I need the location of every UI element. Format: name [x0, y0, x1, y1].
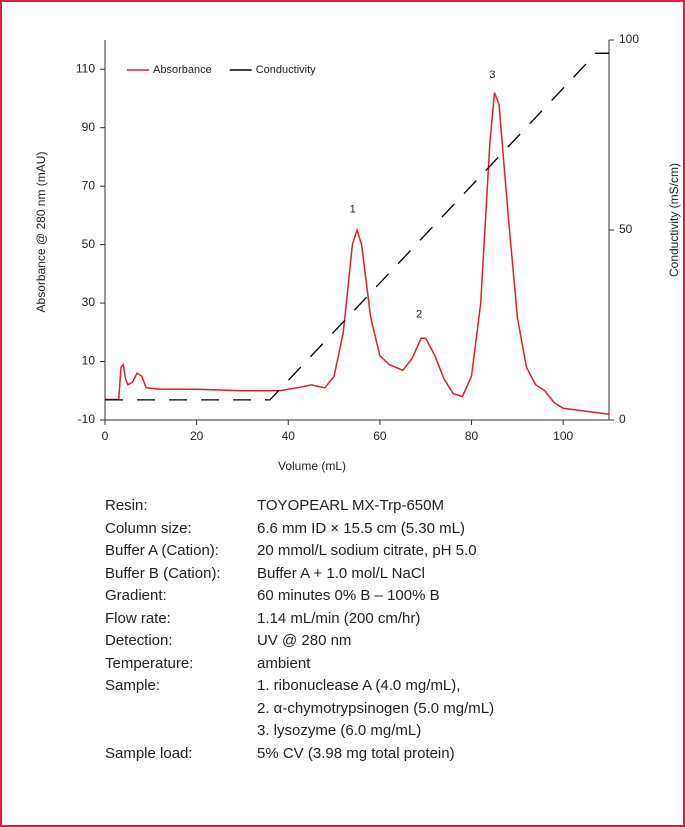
x-axis-label: Volume (mL) [278, 459, 346, 473]
condition-label: Flow rate: [105, 609, 171, 627]
condition-row: Column size: 6.6 mm ID × 15.5 cm (5.30 mL… [105, 518, 494, 541]
conditions: Resin: TOYOPEARL MX-Trp-650M Column size: 6… [105, 495, 494, 765]
y-tick-label: 70 [82, 178, 96, 192]
condition-label: Resin: [105, 497, 148, 514]
condition-row: Flow rate: 1.14 mL/min (200 cm/hr) [105, 608, 494, 631]
condition-row: Buffer B (Cation): Buffer A + 1.0 mol/L N… [105, 563, 494, 586]
x-tick-label: 40 [282, 429, 296, 443]
condition-value: 6.6 mm ID × 15.5 cm (5.30 mL) [257, 519, 465, 537]
condition-row: Sample load: 5% CV (3.98 mg total protein… [105, 743, 494, 766]
x-tick-label: 60 [373, 429, 387, 443]
condition-label: Sample load: [105, 744, 193, 762]
condition-label: Temperature: [105, 654, 194, 672]
condition-label: Column size: [105, 519, 192, 537]
condition-value: 1. ribonuclease A (4.0 mg/mL), [257, 677, 461, 694]
x-tick-label: 0 [102, 429, 109, 443]
condition-row: 2. α-chymotrypsinogen (5.0 mg/mL) [105, 698, 494, 721]
x-tick-label: 80 [465, 429, 479, 443]
condition-value: 5% CV (3.98 mg total protein) [257, 744, 455, 762]
condition-value: 1.14 mL/min (200 cm/hr) [257, 609, 421, 627]
condition-row: Temperature: ambient [105, 653, 494, 676]
condition-value: 2. α-chymotrypsinogen (5.0 mg/mL) [257, 699, 495, 717]
condition-value: ambient [257, 654, 311, 672]
condition-row: 3. lysozyme (6.0 mg/mL) [105, 720, 494, 743]
condition-row: Buffer A (Cation): 20 mmol/L sodium citra… [105, 540, 494, 563]
condition-label: Buffer B (Cation): [105, 564, 221, 582]
y2-tick-label: 100 [619, 32, 639, 46]
condition-label [105, 720, 257, 743]
y2-tick-label: 50 [619, 222, 633, 236]
series-line [105, 92, 610, 415]
y-tick-label: 90 [82, 120, 96, 134]
y-tick-label: 10 [82, 354, 96, 368]
y-tick-label: 50 [82, 237, 96, 251]
peak-label: 2 [416, 309, 422, 321]
condition-row: Detection: UV @ 280 nm [105, 630, 494, 653]
chart: Volume (mL) Absorbance @ 280 nm (mAU) Co… [34, 32, 681, 473]
x-tick-label: 100 [553, 429, 573, 443]
y-tick-label: -10 [78, 412, 96, 426]
condition-value: 20 mmol/L sodium citrate, pH 5.0 [257, 542, 477, 559]
condition-value: 3. lysozyme (6.0 mg/mL) [257, 722, 422, 739]
condition-value: TOYOPEARL MX-Trp-650M [257, 497, 444, 514]
y2-tick-label: 0 [619, 412, 626, 426]
y-axis-label: Absorbance @ 280 nm (mAU) [34, 152, 48, 313]
condition-value: UV @ 280 nm [257, 632, 352, 649]
series-line [105, 52, 609, 401]
peak-label: 3 [489, 69, 495, 81]
condition-row: Sample: 1. ribonuclease A (4.0 mg/mL), [105, 675, 494, 698]
y2-axis-label: Conductivity (mS/cm) [667, 163, 681, 277]
condition-row: Gradient: 60 minutes 0% B – 100% B [105, 585, 494, 608]
y-tick-label: 110 [76, 61, 95, 75]
condition-label: Buffer A (Cation): [105, 542, 219, 559]
condition-value: 60 minutes 0% B – 100% B [257, 587, 440, 604]
condition-label: Gradient: [105, 587, 167, 604]
condition-label: Detection: [105, 632, 173, 649]
peak-label: 1 [350, 203, 356, 215]
condition-label [105, 698, 257, 721]
y-tick-label: 30 [82, 295, 96, 309]
condition-row: Resin: TOYOPEARL MX-Trp-650M [105, 495, 494, 518]
condition-label: Sample: [105, 677, 161, 694]
legend-label: Conductivity [256, 64, 316, 76]
condition-value: Buffer A + 1.0 mol/L NaCl [257, 564, 426, 582]
x-tick-label: 20 [190, 429, 204, 443]
legend-label: Absorbance [153, 64, 212, 76]
